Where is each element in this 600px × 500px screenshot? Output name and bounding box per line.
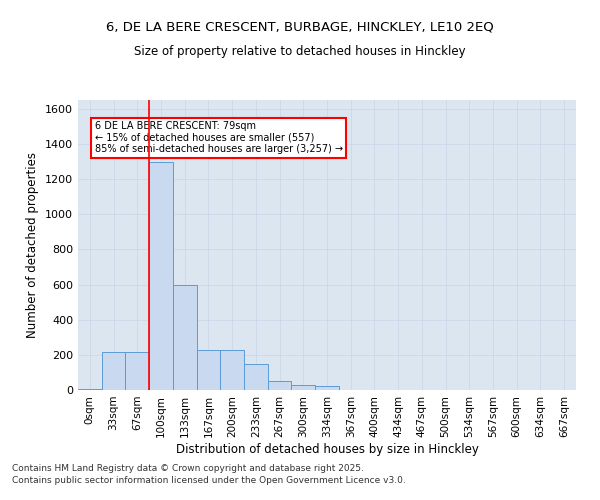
Bar: [220, 350, 244, 390]
Text: Size of property relative to detached houses in Hinckley: Size of property relative to detached ho…: [134, 45, 466, 58]
Bar: [149, 162, 173, 390]
Bar: [197, 350, 220, 390]
Bar: [78, 389, 102, 390]
Text: 6, DE LA BERE CRESCENT, BURBAGE, HINCKLEY, LE10 2EQ: 6, DE LA BERE CRESCENT, BURBAGE, HINCKLE…: [106, 20, 494, 33]
Bar: [244, 364, 268, 390]
X-axis label: Distribution of detached houses by size in Hinckley: Distribution of detached houses by size …: [176, 442, 478, 456]
Bar: [292, 384, 315, 390]
Bar: [315, 386, 339, 390]
Text: Contains HM Land Registry data © Crown copyright and database right 2025.
Contai: Contains HM Land Registry data © Crown c…: [12, 464, 406, 485]
Bar: [268, 381, 292, 390]
Bar: [125, 352, 149, 390]
Text: 6 DE LA BERE CRESCENT: 79sqm
← 15% of detached houses are smaller (557)
85% of s: 6 DE LA BERE CRESCENT: 79sqm ← 15% of de…: [95, 121, 343, 154]
Bar: [173, 284, 197, 390]
Y-axis label: Number of detached properties: Number of detached properties: [26, 152, 40, 338]
Bar: [102, 352, 125, 390]
